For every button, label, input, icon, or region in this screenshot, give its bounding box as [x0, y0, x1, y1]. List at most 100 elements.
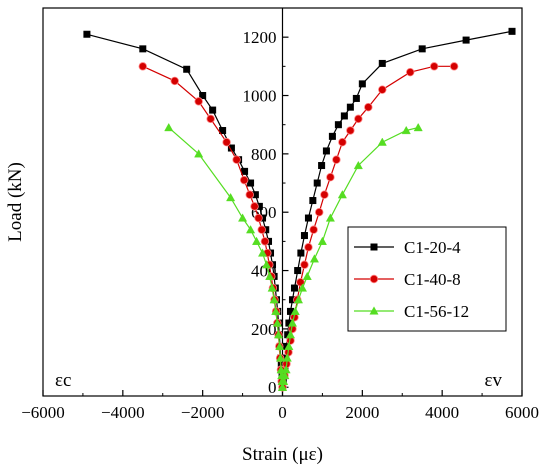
- data-point: [254, 213, 263, 223]
- data-point: [206, 114, 215, 124]
- data-point: [377, 137, 387, 146]
- data-point: [183, 65, 191, 73]
- data-point: [353, 160, 363, 170]
- data-point: [247, 179, 255, 187]
- corner-label-left: εc: [55, 370, 71, 391]
- data-point: [354, 114, 363, 124]
- data-point: [250, 202, 259, 211]
- data-point: [232, 155, 241, 164]
- data-point: [275, 353, 286, 362]
- legend-label: C1-20-4: [404, 238, 461, 257]
- data-point: [275, 341, 285, 350]
- data-point: [290, 284, 298, 292]
- data-point: [346, 126, 355, 135]
- data-point: [325, 213, 335, 222]
- data-point: [194, 149, 204, 158]
- data-point: [313, 179, 321, 187]
- data-point: [413, 122, 423, 132]
- data-point: [282, 353, 292, 362]
- data-point: [401, 125, 411, 135]
- data-point: [429, 62, 439, 71]
- data-point: [260, 237, 270, 246]
- legend: C1-20-4 C1-40-8 C1-56-12: [347, 226, 507, 332]
- y-tick-label: 1000: [243, 87, 277, 106]
- series-layer: [83, 27, 516, 392]
- data-point: [352, 94, 360, 102]
- y-tick-label: 200: [251, 320, 277, 339]
- x-tick-label: −4000: [101, 403, 145, 422]
- data-point: [194, 97, 203, 106]
- data-point: [304, 214, 312, 222]
- x-axis-title: Strain (με): [242, 444, 323, 465]
- data-point: [285, 330, 296, 339]
- data-point: [290, 306, 300, 315]
- x-tick-label: 2000: [345, 403, 379, 422]
- data-point: [449, 62, 459, 71]
- data-point: [293, 295, 304, 304]
- data-point: [170, 76, 179, 86]
- data-point: [338, 137, 347, 147]
- series-C1-20-4: [83, 27, 516, 391]
- data-point: [297, 249, 305, 257]
- data-point: [358, 80, 366, 88]
- data-point: [272, 318, 282, 327]
- data-point: [273, 330, 284, 339]
- data-point: [258, 248, 268, 257]
- data-point: [300, 232, 308, 240]
- data-point: [418, 45, 426, 53]
- data-point: [309, 254, 319, 263]
- data-point: [508, 27, 516, 35]
- series-C1-56-12: [164, 122, 423, 391]
- data-point: [337, 190, 347, 199]
- corner-label-right: εv: [485, 370, 503, 391]
- data-point: [462, 36, 470, 44]
- data-point: [309, 225, 318, 234]
- data-point: [315, 208, 324, 217]
- data-point: [279, 376, 289, 385]
- y-tick-label: 0: [268, 378, 277, 397]
- data-point: [245, 190, 254, 199]
- data-point: [369, 306, 379, 315]
- data-point: [322, 147, 330, 155]
- legend-label: C1-56-12: [404, 302, 469, 321]
- x-tick-label: −2000: [181, 403, 225, 422]
- data-point: [346, 103, 354, 111]
- data-point: [406, 67, 415, 77]
- data-point: [267, 283, 277, 292]
- y-tick-label: 1200: [243, 28, 277, 47]
- data-point: [265, 271, 275, 280]
- data-point: [294, 267, 302, 275]
- data-point: [320, 190, 329, 199]
- data-point: [257, 225, 266, 234]
- data-point: [222, 137, 231, 147]
- y-tick-label: 800: [251, 145, 277, 164]
- data-point: [277, 382, 288, 391]
- x-tick-label: 0: [278, 403, 287, 422]
- data-point: [199, 92, 207, 100]
- series-line: [168, 127, 284, 388]
- data-point: [271, 306, 281, 315]
- x-tick-label: 4000: [425, 403, 459, 422]
- data-point: [83, 30, 91, 38]
- data-point: [280, 370, 290, 380]
- data-point: [209, 106, 217, 114]
- data-point: [226, 193, 236, 202]
- data-point: [340, 112, 348, 120]
- data-point: [261, 260, 272, 269]
- data-point: [297, 283, 307, 292]
- data-point: [164, 122, 174, 132]
- data-point: [370, 243, 378, 251]
- legend-label: C1-40-8: [404, 270, 461, 289]
- data-point: [326, 173, 335, 182]
- data-point: [281, 365, 291, 374]
- data-point: [246, 225, 256, 234]
- data-point: [369, 274, 379, 284]
- data-point: [302, 271, 312, 280]
- data-point: [238, 213, 248, 222]
- data-point: [287, 318, 298, 327]
- data-point: [364, 102, 373, 112]
- data-point: [328, 132, 336, 140]
- x-tick-label: −6000: [21, 403, 65, 422]
- data-point: [300, 260, 309, 269]
